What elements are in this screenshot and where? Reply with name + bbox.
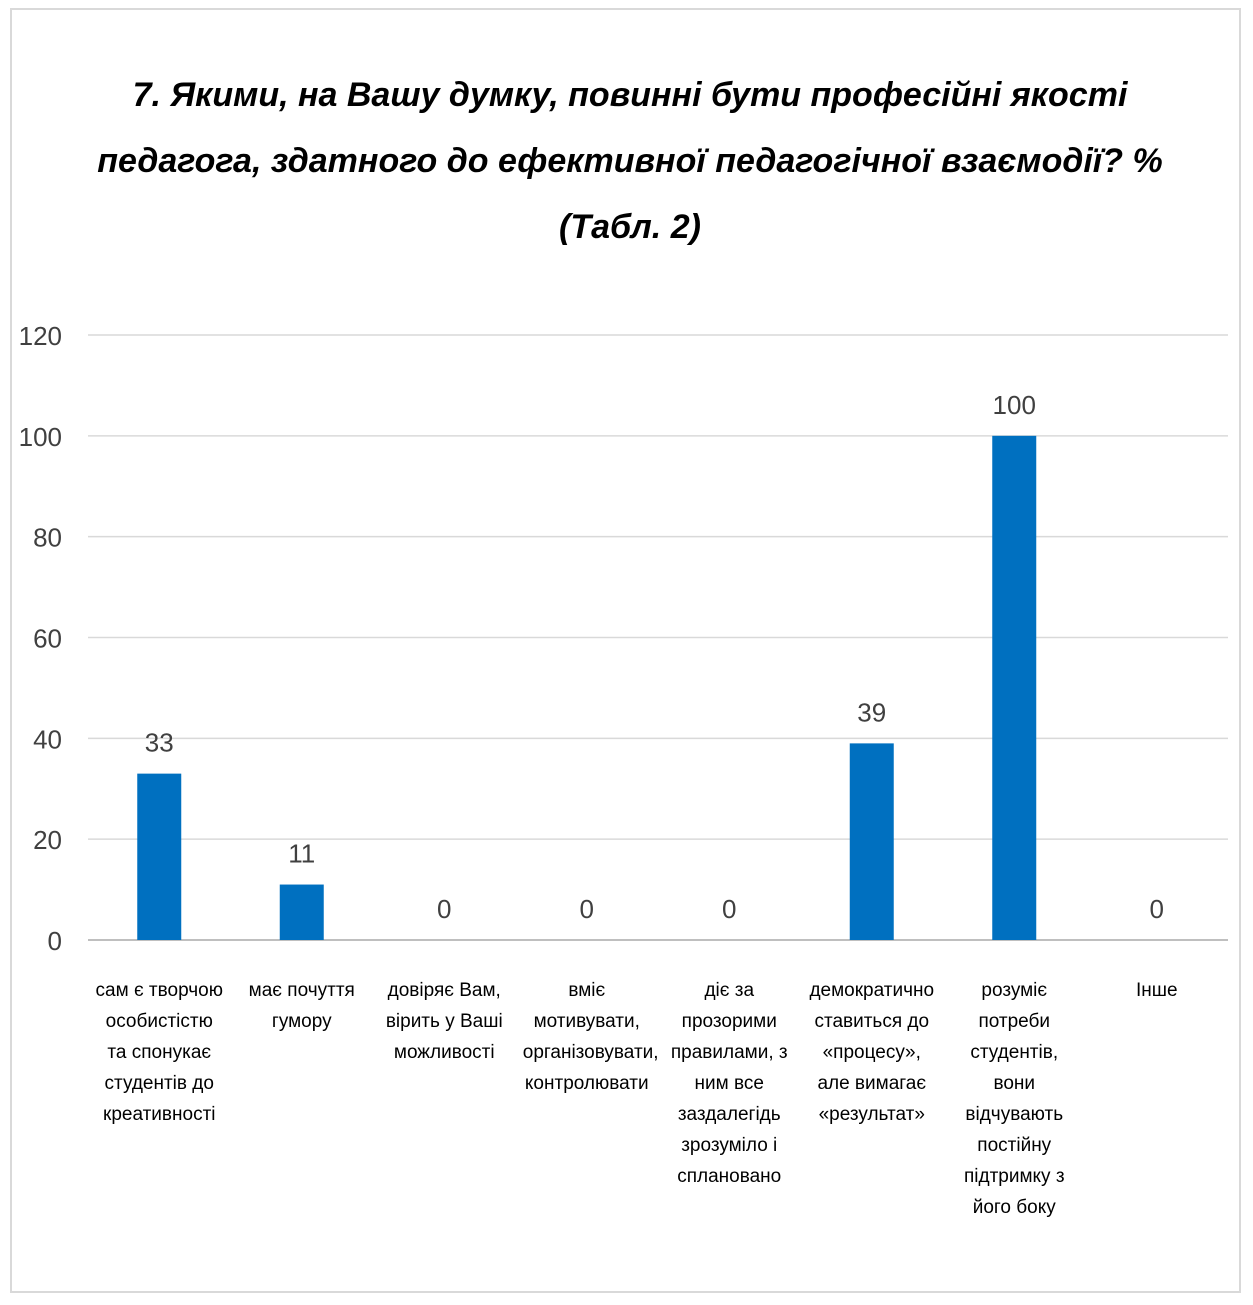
category-label: діє за прозорими правилами, з ним все за… [670,980,788,1187]
data-label: 39 [857,697,886,727]
data-label: 100 [993,390,1036,420]
data-label: 0 [722,894,736,924]
category-label: розуміє потреби студентів, вони відчуваю… [963,980,1065,1218]
y-tick-label: 120 [19,321,62,351]
category-label: сам є творчою особистістю та спонукає ст… [95,980,223,1125]
data-label: 11 [288,839,315,869]
y-tick-label: 80 [33,523,62,553]
chart-title-line-1: 7. Якими, на Вашу думку, повинні бути пр… [132,76,1128,114]
category-label: вміє мотивувати, організовувати, контрол… [522,980,659,1094]
category-label: демократично ставиться до «процесу», але… [809,980,935,1125]
bar [137,773,182,940]
chart-title-line-2: педагога, здатного до ефективної педагог… [97,142,1163,180]
category-label: Інше [1135,980,1178,1001]
y-tick-label: 20 [33,825,62,855]
data-label: 33 [145,728,174,758]
category-label: має почуття гумору [248,980,355,1032]
bar [279,884,324,940]
y-tick-label: 60 [33,624,62,654]
bar [849,743,894,940]
y-tick-label: 0 [48,926,62,956]
data-label: 0 [1150,894,1164,924]
category-label: довіряє Вам, вірить у Ваші можливості [385,980,503,1063]
chart-title-line-3: (Табл. 2) [559,208,701,246]
chart-title: 7. Якими, на Вашу думку, повинні бути пр… [40,62,1220,260]
y-tick-label: 100 [19,422,62,452]
data-label: 0 [580,894,594,924]
bar [992,435,1037,940]
y-tick-label: 40 [33,724,62,754]
data-label: 0 [437,894,451,924]
